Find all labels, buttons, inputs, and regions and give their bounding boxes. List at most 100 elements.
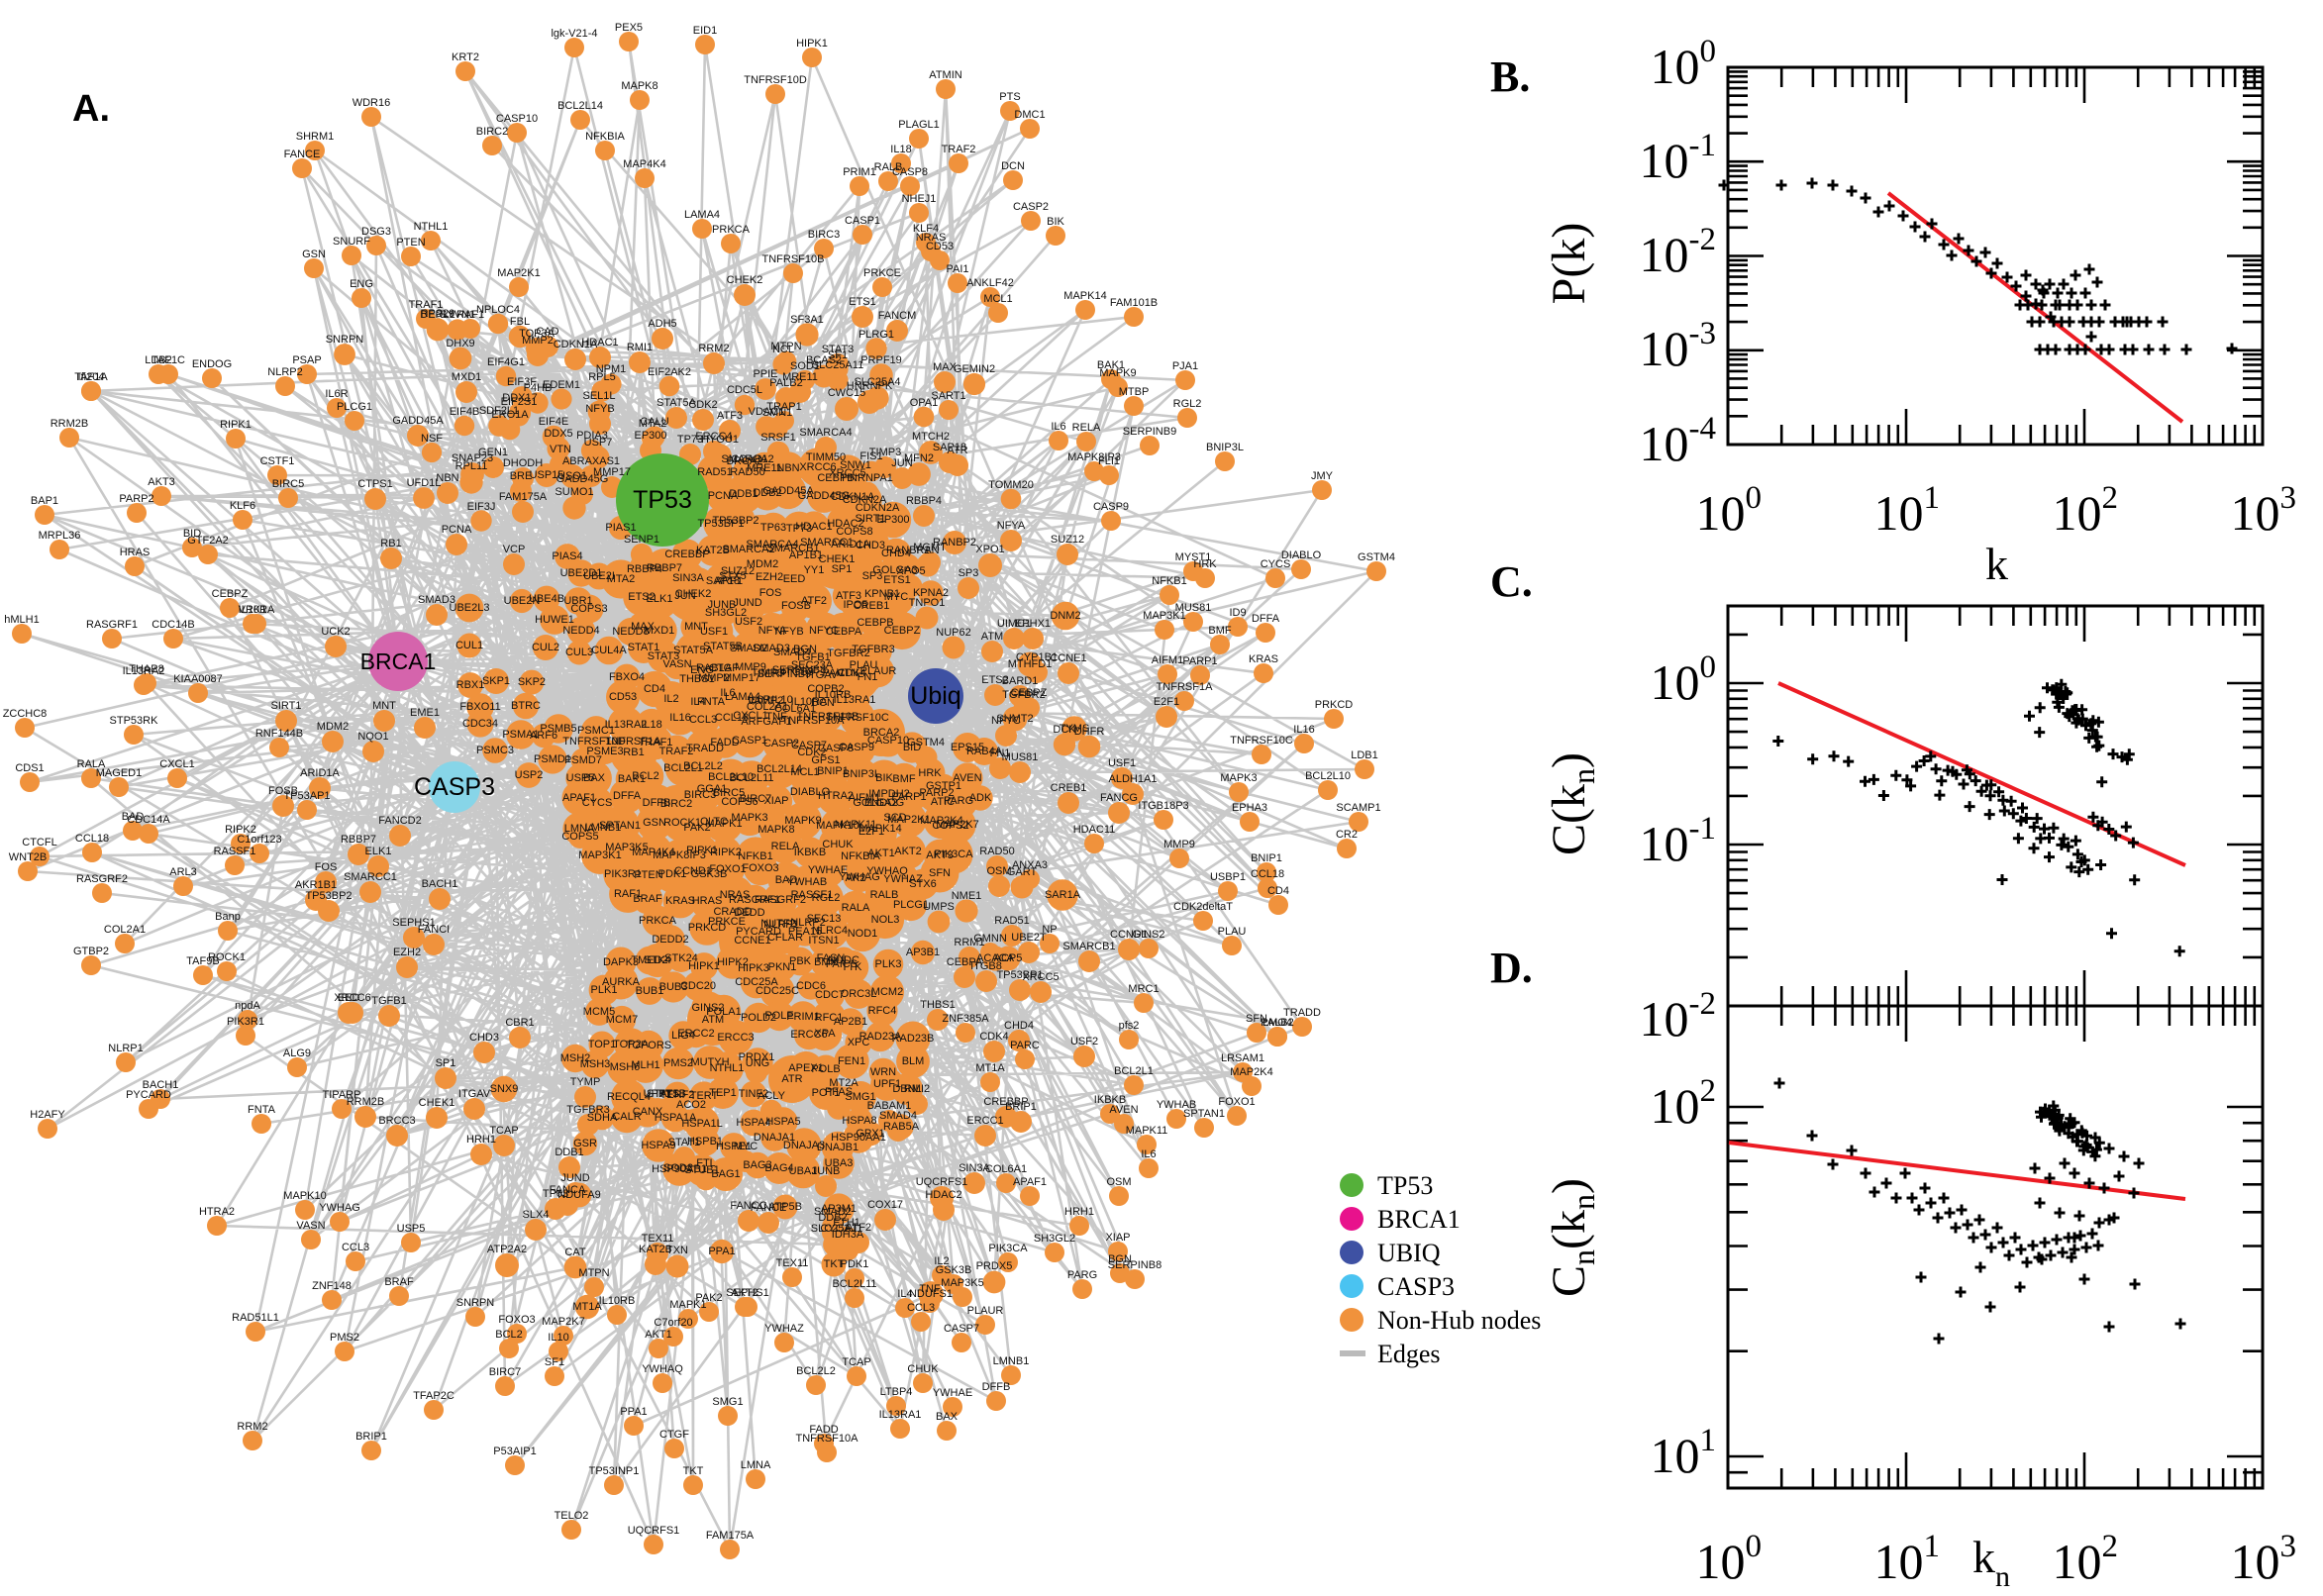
svg-text:DDB2: DDB2 — [753, 487, 781, 499]
svg-text:HSPA4: HSPA4 — [736, 1117, 770, 1129]
svg-text:SART1: SART1 — [931, 390, 965, 402]
svg-text:TP53BP2: TP53BP2 — [305, 890, 352, 902]
svg-text:SNW1: SNW1 — [840, 459, 871, 471]
svg-text:PCNA: PCNA — [442, 524, 472, 536]
svg-text:TEP1: TEP1 — [709, 1087, 737, 1099]
svg-text:PRKCD: PRKCD — [688, 922, 727, 934]
svg-text:CREB1: CREB1 — [854, 600, 890, 612]
svg-text:COL6A1: COL6A1 — [774, 703, 816, 715]
svg-text:BCL2L11: BCL2L11 — [832, 1278, 876, 1290]
svg-text:RECQL4: RECQL4 — [607, 1091, 651, 1103]
svg-text:RPS29: RPS29 — [421, 308, 455, 320]
svg-text:TMED2: TMED2 — [631, 954, 667, 966]
svg-text:CEBPZ: CEBPZ — [884, 625, 921, 637]
svg-text:ATP2A2: ATP2A2 — [487, 1244, 527, 1255]
svg-text:HNRNPA1: HNRNPA1 — [842, 472, 893, 484]
svg-text:BAD: BAD — [775, 874, 798, 886]
svg-text:PDK1: PDK1 — [841, 1258, 869, 1270]
svg-text:Ifi204: Ifi204 — [78, 371, 105, 383]
svg-text:TOP3A: TOP3A — [519, 328, 556, 340]
svg-text:MMP9: MMP9 — [1163, 839, 1195, 850]
svg-text:ZNF148: ZNF148 — [312, 1280, 352, 1292]
svg-text:VASN: VASN — [296, 1220, 325, 1232]
svg-text:DEDD: DEDD — [734, 907, 764, 919]
svg-text:CDC25C: CDC25C — [756, 985, 799, 997]
svg-text:TCAP: TCAP — [842, 1356, 870, 1368]
svg-text:EZH2: EZH2 — [756, 571, 783, 583]
svg-text:RANBP2: RANBP2 — [933, 537, 976, 549]
svg-text:CRADD: CRADD — [713, 906, 752, 918]
svg-text:VTN: VTN — [837, 667, 858, 679]
svg-text:MDM2: MDM2 — [317, 721, 349, 733]
svg-text:LIG4: LIG4 — [671, 1030, 695, 1042]
svg-text:MT1A: MT1A — [975, 1062, 1005, 1074]
svg-text:BCAS2: BCAS2 — [806, 354, 842, 366]
svg-text:ELK1: ELK1 — [647, 593, 673, 605]
svg-text:TOP2A: TOP2A — [613, 1039, 650, 1050]
svg-text:ITSN1: ITSN1 — [808, 935, 839, 947]
svg-text:ENG: ENG — [350, 278, 373, 290]
svg-text:DNAJB1: DNAJB1 — [817, 1142, 858, 1153]
svg-text:PIAS4: PIAS4 — [552, 550, 582, 562]
svg-text:UBE4B: UBE4B — [529, 593, 564, 605]
svg-text:NDUFA9: NDUFA9 — [557, 1189, 600, 1201]
svg-text:ACACA: ACACA — [976, 952, 1015, 964]
svg-text:MAPK3: MAPK3 — [731, 812, 767, 824]
svg-text:MAP2K1: MAP2K1 — [497, 267, 540, 279]
svg-text:SMAD2: SMAD2 — [730, 643, 767, 654]
svg-text:CREBBP: CREBBP — [983, 1096, 1028, 1108]
svg-text:XRCC6: XRCC6 — [334, 992, 370, 1004]
svg-text:Banp: Banp — [215, 911, 241, 923]
svg-text:MT2A: MT2A — [829, 1077, 858, 1089]
svg-text:STX6: STX6 — [909, 878, 937, 890]
svg-text:DAPK3: DAPK3 — [603, 956, 639, 968]
svg-text:CDK4: CDK4 — [979, 1031, 1008, 1043]
svg-text:USP2: USP2 — [515, 769, 544, 781]
svg-text:BRE: BRE — [510, 470, 533, 482]
svg-text:UPP1: UPP1 — [644, 1088, 672, 1100]
svg-text:PDIA3: PDIA3 — [576, 430, 608, 442]
svg-text:CASP3: CASP3 — [414, 773, 495, 801]
svg-text:NLRP2: NLRP2 — [790, 917, 825, 929]
svg-text:DNM2: DNM2 — [1050, 610, 1080, 622]
svg-text:PARG: PARG — [1067, 1269, 1097, 1281]
svg-text:PJA1: PJA1 — [1172, 360, 1198, 372]
svg-text:Non-Hub nodes: Non-Hub nodes — [1377, 1306, 1541, 1335]
svg-text:SMAD3: SMAD3 — [753, 643, 790, 654]
svg-text:MMP17: MMP17 — [723, 672, 760, 684]
svg-text:SP1: SP1 — [832, 563, 853, 575]
svg-text:TNFRSF10A: TNFRSF10A — [796, 1433, 859, 1445]
svg-text:10-4: 10-4 — [1640, 411, 1717, 471]
svg-text:POLA1: POLA1 — [706, 1006, 741, 1018]
svg-text:NFKBIA: NFKBIA — [585, 131, 625, 143]
svg-text:NEDD8: NEDD8 — [612, 626, 649, 638]
svg-text:EIF4B: EIF4B — [450, 406, 480, 418]
svg-text:FBXO11: FBXO11 — [459, 701, 500, 713]
svg-text:NTHL1: NTHL1 — [414, 221, 449, 233]
svg-text:ETS1: ETS1 — [883, 574, 911, 586]
svg-text:TP53BP2: TP53BP2 — [712, 515, 758, 527]
svg-text:PCNA: PCNA — [708, 490, 739, 502]
svg-text:HSPA5: HSPA5 — [765, 1116, 800, 1128]
svg-text:SKP2: SKP2 — [518, 676, 546, 688]
svg-text:PALB2: PALB2 — [769, 377, 802, 389]
svg-text:PPA1: PPA1 — [620, 1406, 647, 1418]
svg-text:TP53: TP53 — [633, 486, 692, 514]
svg-text:PIK3R1: PIK3R1 — [604, 868, 642, 880]
svg-text:EZH2: EZH2 — [393, 947, 421, 958]
svg-text:SERPINB9: SERPINB9 — [1123, 426, 1176, 438]
svg-text:AKT3: AKT3 — [926, 849, 954, 861]
svg-text:H2AFY: H2AFY — [30, 1109, 65, 1121]
svg-text:SP1: SP1 — [436, 1057, 456, 1069]
svg-text:CCAR1: CCAR1 — [731, 453, 767, 465]
svg-text:JUND: JUND — [560, 1172, 589, 1184]
svg-text:PARG: PARG — [944, 795, 973, 807]
svg-text:DERL1: DERL1 — [420, 309, 454, 321]
svg-text:ADK: ADK — [969, 792, 992, 804]
svg-text:CASP9: CASP9 — [1093, 501, 1129, 513]
svg-text:CYC1: CYC1 — [820, 1223, 849, 1235]
svg-text:SENP1: SENP1 — [624, 534, 659, 546]
svg-text:UBA3: UBA3 — [825, 1157, 854, 1169]
svg-text:KLF6: KLF6 — [230, 500, 255, 512]
svg-text:CASP10: CASP10 — [867, 735, 909, 747]
